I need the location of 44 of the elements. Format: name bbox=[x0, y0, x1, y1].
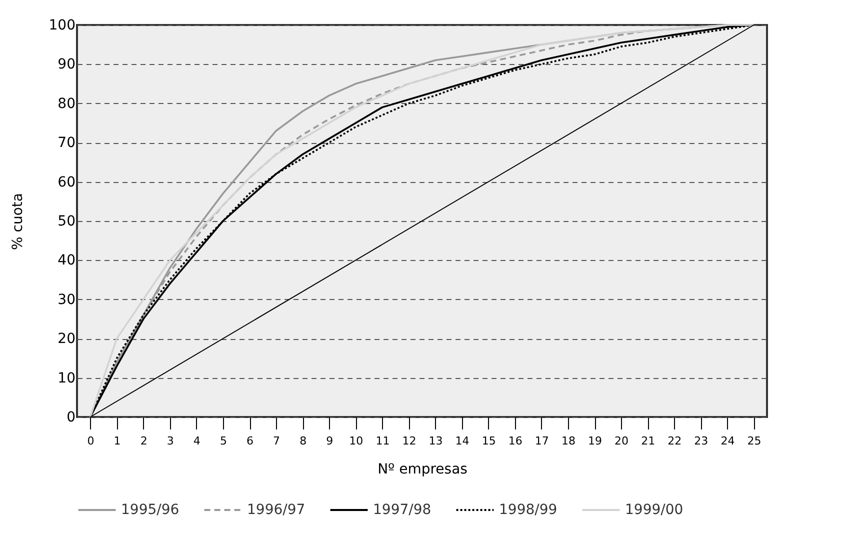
x-tick-label: 5 bbox=[220, 434, 227, 448]
x-tick-label: 3 bbox=[166, 434, 174, 448]
legend-label: 1999/00 bbox=[625, 502, 684, 518]
x-tick-label: 1 bbox=[114, 434, 121, 448]
x-tick-label: 2 bbox=[140, 434, 148, 448]
x-tick-label: 18 bbox=[561, 434, 576, 448]
x-tick-label: 23 bbox=[694, 434, 708, 448]
x-tick-label: 15 bbox=[482, 434, 496, 448]
y-tick-label: 80 bbox=[58, 96, 76, 112]
x-tick-label: 10 bbox=[349, 434, 364, 448]
x-tick-label: 13 bbox=[428, 434, 443, 448]
x-tick-label: 11 bbox=[376, 434, 390, 448]
x-tick-label: 17 bbox=[534, 434, 549, 448]
y-tick-label: 20 bbox=[58, 331, 76, 348]
y-tick-label: 60 bbox=[58, 174, 76, 190]
legend-label: 1996/97 bbox=[247, 502, 306, 518]
legend-label: 1997/98 bbox=[373, 502, 432, 518]
x-tick-label: 19 bbox=[588, 434, 602, 448]
x-tick-label: 25 bbox=[747, 434, 762, 448]
x-tick-label: 4 bbox=[193, 434, 200, 448]
x-tick-label: 14 bbox=[455, 434, 470, 448]
y-tick-label: 30 bbox=[58, 292, 76, 308]
x-tick-label: 24 bbox=[720, 434, 735, 448]
y-tick-label: 50 bbox=[58, 214, 76, 230]
x-tick-label: 16 bbox=[508, 434, 522, 448]
y-tick-label: 40 bbox=[58, 252, 76, 269]
legend-label: 1995/96 bbox=[121, 502, 180, 518]
x-tick-label: 9 bbox=[326, 434, 334, 448]
y-tick-label: 90 bbox=[58, 56, 76, 73]
x-tick-label: 6 bbox=[246, 434, 254, 448]
legend-label: 1998/99 bbox=[499, 502, 558, 518]
y-tick-label: 10 bbox=[58, 370, 76, 386]
x-tick-label: 21 bbox=[641, 434, 656, 448]
y-tick-label: 100 bbox=[48, 18, 76, 34]
x-tick-label: 0 bbox=[87, 434, 94, 448]
x-tick-label: 20 bbox=[614, 434, 629, 448]
x-tick-label: 12 bbox=[402, 434, 416, 448]
y-tick-label: 70 bbox=[58, 135, 76, 152]
y-tick-label: 0 bbox=[66, 410, 76, 426]
x-axis-title: Nº empresas bbox=[378, 462, 468, 478]
x-tick-label: 22 bbox=[668, 434, 682, 448]
x-tick-label: 7 bbox=[273, 434, 280, 448]
x-tick-label: 8 bbox=[300, 434, 307, 448]
y-axis-title: % cuota bbox=[10, 193, 26, 250]
